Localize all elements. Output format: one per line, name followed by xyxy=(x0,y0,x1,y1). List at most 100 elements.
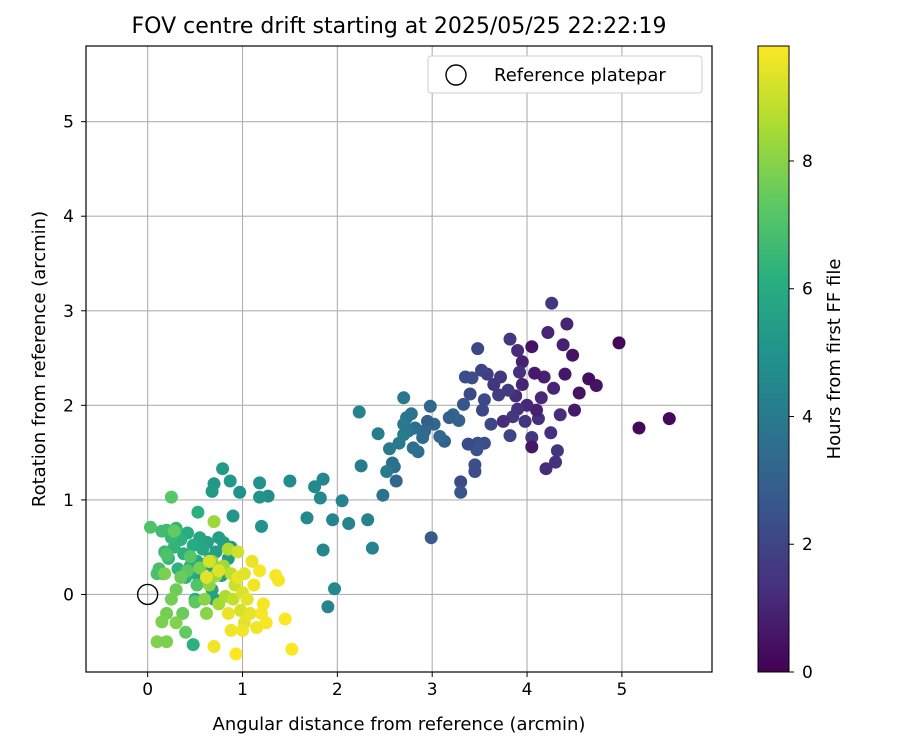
legend: Reference platepar xyxy=(427,55,703,94)
data-point xyxy=(545,296,559,310)
data-point xyxy=(515,355,529,369)
data-point xyxy=(354,459,368,473)
data-point xyxy=(216,462,230,476)
data-point xyxy=(468,465,482,478)
data-point xyxy=(476,403,489,417)
data-point xyxy=(457,397,470,411)
x-axis-label: Angular distance from reference (arcmin) xyxy=(213,714,586,735)
data-point xyxy=(528,366,542,380)
data-point xyxy=(212,564,226,578)
data-point xyxy=(461,437,475,451)
data-point xyxy=(259,616,273,630)
data-point xyxy=(326,513,340,527)
data-point xyxy=(556,338,570,352)
data-point xyxy=(352,405,366,419)
axes: 0 1 2 3 4 5 0 1 2 3 4 5 xyxy=(63,113,627,700)
data-point xyxy=(471,342,485,356)
x-tick-label: 3 xyxy=(427,680,438,700)
data-point xyxy=(463,387,477,401)
data-point xyxy=(229,647,243,661)
data-point xyxy=(247,578,261,592)
data-point xyxy=(397,417,411,431)
data-point xyxy=(503,429,517,443)
data-point xyxy=(458,370,472,384)
data-point xyxy=(534,391,548,405)
data-point xyxy=(541,326,555,339)
data-point xyxy=(164,490,178,504)
data-point xyxy=(496,414,510,428)
data-point xyxy=(582,372,596,386)
data-point xyxy=(316,543,330,557)
data-point xyxy=(477,393,491,407)
y-tick-label: 4 xyxy=(63,207,74,227)
data-point xyxy=(245,554,259,568)
data-point xyxy=(380,465,394,478)
data-point xyxy=(389,474,403,488)
data-point xyxy=(503,332,517,346)
data-point xyxy=(253,564,267,578)
data-point xyxy=(207,640,221,653)
data-point xyxy=(442,411,456,425)
data-point xyxy=(313,491,327,505)
data-point xyxy=(193,561,207,575)
data-point xyxy=(376,488,390,502)
data-point xyxy=(558,367,572,381)
data-point xyxy=(223,474,237,488)
data-point xyxy=(186,538,200,552)
colorbar-tick-label: 8 xyxy=(802,152,813,172)
data-point xyxy=(454,485,468,499)
data-point xyxy=(207,515,221,529)
x-tick-label: 2 xyxy=(332,680,343,700)
reference-platepar-marker xyxy=(136,583,159,606)
data-point xyxy=(255,519,268,533)
data-point xyxy=(342,517,356,530)
y-tick-label: 3 xyxy=(63,302,74,322)
data-point xyxy=(243,606,257,620)
colorbar-tick-label: 6 xyxy=(802,280,813,300)
data-point xyxy=(283,474,297,488)
colorbar: 0 2 4 6 8 Hours from first FF file xyxy=(757,45,845,683)
colorbar-tick-label: 4 xyxy=(802,407,813,427)
data-point xyxy=(164,592,178,606)
data-point xyxy=(202,554,216,568)
data-point xyxy=(513,365,526,379)
data-point xyxy=(236,623,249,637)
data-point xyxy=(383,442,396,456)
y-axis-label: Rotation from reference (arcmin) xyxy=(29,211,50,507)
data-point xyxy=(224,623,238,637)
data-point xyxy=(237,567,251,581)
data-point xyxy=(200,606,213,620)
data-point xyxy=(190,578,204,592)
data-point xyxy=(612,336,626,350)
data-point xyxy=(253,476,267,490)
data-point xyxy=(553,408,567,422)
legend-box xyxy=(427,55,703,94)
data-point xyxy=(423,399,437,413)
data-point xyxy=(160,635,174,649)
legend-label: Reference platepar xyxy=(494,65,666,86)
data-point xyxy=(300,511,314,525)
legend-marker-icon xyxy=(445,64,467,86)
data-point xyxy=(155,615,169,629)
data-point xyxy=(253,490,267,504)
data-point xyxy=(144,520,157,534)
data-point xyxy=(205,484,219,498)
data-point xyxy=(365,541,379,555)
data-point xyxy=(321,600,335,614)
data-point xyxy=(221,606,235,620)
data-point xyxy=(539,462,553,476)
data-point xyxy=(155,524,169,538)
data-point xyxy=(233,485,247,499)
data-point xyxy=(433,430,447,443)
data-point xyxy=(487,378,501,391)
data-point xyxy=(547,381,561,395)
data-point xyxy=(256,597,270,611)
data-point xyxy=(568,403,581,417)
data-point xyxy=(191,505,205,519)
data-point xyxy=(316,472,330,486)
data-point xyxy=(174,570,188,584)
x-tick-label: 1 xyxy=(237,680,248,700)
data-point xyxy=(544,426,558,440)
data-point xyxy=(518,414,532,428)
